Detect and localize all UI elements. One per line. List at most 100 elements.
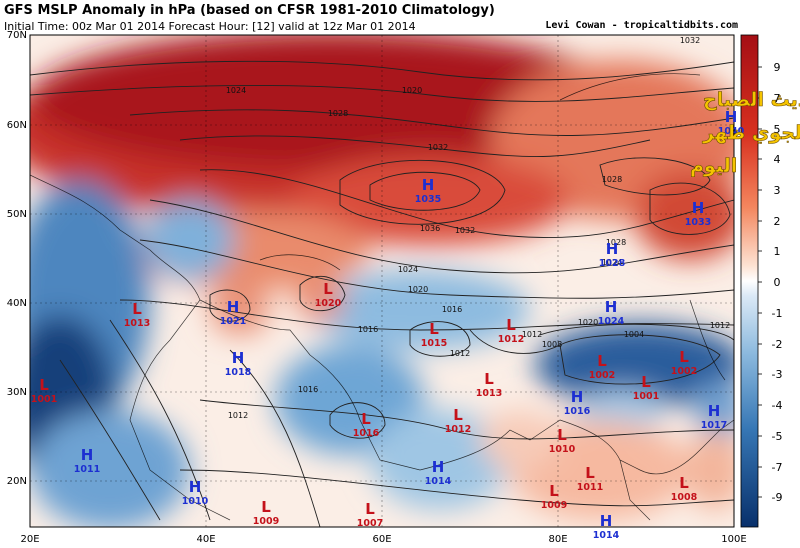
colorbar-tick-label: -9 [772, 491, 783, 504]
colorbar-tick-label: 0 [774, 276, 781, 289]
system-letter: H [708, 402, 721, 420]
colorbar-tick-label: 9 [774, 61, 781, 74]
system-letter: L [39, 376, 49, 394]
system-value: 1001 [633, 391, 659, 402]
isobar-label: 1016 [358, 325, 378, 334]
isobar-label: 1028 [328, 109, 348, 118]
system-letter: H [692, 199, 705, 217]
isobar-label: 1032 [680, 36, 700, 45]
system-letter: L [453, 406, 463, 424]
isobar-label: 1024 [226, 86, 246, 95]
system-value: 1002 [589, 370, 615, 381]
anomaly-field [30, 35, 734, 527]
isobar-label: 1008 [542, 340, 562, 349]
system-value: 1012 [498, 334, 524, 345]
system-value: 1002 [671, 366, 697, 377]
axis-labels: 70N 60N 50N 40N 30N 20N 20E 40E 60E 80E 100E [7, 30, 747, 545]
system-value: 1014 [593, 530, 620, 541]
system-value: 1001 [31, 394, 57, 405]
colorbar-tick-label: 1 [774, 245, 781, 258]
system-letter: L [549, 482, 559, 500]
isobar-labels: 1024 1020 1028 1032 1036 1028 1032 1024 1020 1016… [226, 36, 730, 420]
colorbar [740, 34, 759, 528]
system-letter: L [597, 352, 607, 370]
system-letter: L [641, 373, 651, 391]
colorbar-tick-label: -1 [772, 307, 783, 320]
system-value: 1008 [671, 492, 698, 503]
colorbar-tick-label: -2 [772, 338, 783, 351]
colorbar-tick-label: 3 [774, 184, 781, 197]
isobar-label: 1020 [408, 285, 428, 294]
lat-label: 30N [7, 387, 27, 398]
isobar-label: 1012 [710, 321, 730, 330]
system-value: 1040 [718, 126, 745, 137]
system-value: 1021 [220, 316, 246, 327]
lon-label: 40E [196, 534, 215, 545]
isobar-label: 1020 [402, 86, 422, 95]
system-letter: H [227, 298, 240, 316]
system-value: 1033 [685, 217, 711, 228]
system-value: 1014 [425, 476, 452, 487]
system-letter: L [585, 464, 595, 482]
colorbar-tick-label: -3 [772, 368, 783, 381]
isobar-label: 1004 [624, 330, 644, 339]
system-letter: L [132, 300, 142, 318]
colorbar-tick-label: -7 [772, 461, 783, 474]
lat-label: 70N [7, 30, 27, 41]
colorbar-labels: 9 7 5 4 3 2 1 0 -1 -2 -3 -4 -5 -7 -9 [758, 61, 782, 504]
lon-label: 20E [20, 534, 39, 545]
system-value: 1011 [577, 482, 603, 493]
system-letter: L [679, 348, 689, 366]
system-letter: H [606, 240, 619, 258]
system-value: 1013 [476, 388, 502, 399]
system-value: 1011 [74, 464, 100, 475]
isobar-label: 1036 [420, 224, 440, 233]
system-letter: L [429, 320, 439, 338]
system-value: 1012 [445, 424, 471, 435]
lon-label: 80E [548, 534, 567, 545]
lat-label: 20N [7, 476, 27, 487]
isobar-label: 1028 [602, 175, 622, 184]
lon-label: 60E [372, 534, 391, 545]
system-letter: L [261, 498, 271, 516]
isobar-label: 1016 [442, 305, 462, 314]
system-letter: L [679, 474, 689, 492]
colorbar-tick-label: 4 [774, 153, 781, 166]
system-value: 1017 [701, 420, 727, 431]
system-value: 1020 [315, 298, 342, 309]
colorbar-tick-label: -5 [772, 430, 783, 443]
isobar-label: 1032 [455, 226, 475, 235]
isobar-label: 1012 [522, 330, 542, 339]
system-letter: L [365, 500, 375, 518]
system-value: 1015 [421, 338, 447, 349]
system-value: 1018 [225, 367, 252, 378]
isobar-label: 1028 [606, 238, 626, 247]
system-value: 1009 [541, 500, 567, 511]
isobar-label: 1016 [298, 385, 318, 394]
colorbar-tick-label: 7 [774, 92, 781, 105]
system-value: 1035 [415, 194, 441, 205]
isobar-label: 1024 [398, 265, 418, 274]
lat-label: 60N [7, 120, 27, 131]
map-subtitle: Initial Time: 00z Mar 01 2014 Forecast H… [4, 20, 416, 33]
system-letter: H [422, 176, 435, 194]
system-letter: H [81, 446, 94, 464]
system-letter: H [605, 298, 618, 316]
system-letter: H [432, 458, 445, 476]
system-letter: H [571, 388, 584, 406]
system-value: 1010 [182, 496, 209, 507]
system-value: 1010 [549, 444, 576, 455]
colorbar-tick-label: 2 [774, 215, 781, 228]
isobar-label: 1012 [450, 349, 470, 358]
system-letter: H [189, 478, 202, 496]
system-letter: L [506, 316, 516, 334]
system-value: 1028 [599, 258, 626, 269]
system-value: 1016 [353, 428, 380, 439]
system-letter: H [232, 349, 245, 367]
system-letter: H [725, 108, 738, 126]
system-letter: L [484, 370, 494, 388]
isobar-label: 1012 [228, 411, 248, 420]
system-letter: H [600, 512, 613, 530]
